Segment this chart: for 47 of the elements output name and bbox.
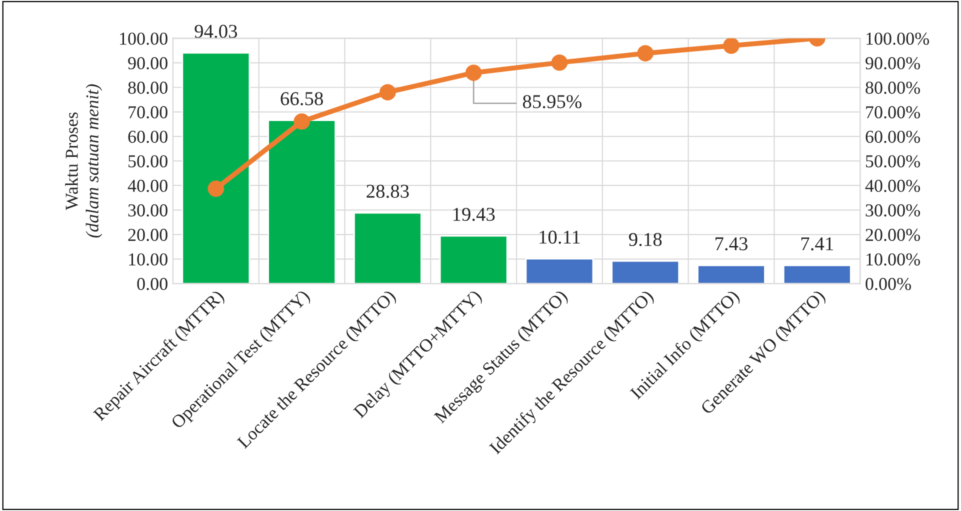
point xyxy=(294,113,310,130)
y2-tick-label: 60.00% xyxy=(866,130,920,143)
y-tick-label: 70.00 xyxy=(128,106,168,118)
y-tick-label: 80.00 xyxy=(128,82,168,94)
data-label: 19.43 xyxy=(453,208,495,221)
data-label: 7.41 xyxy=(801,237,833,250)
y2-tick-label: 30.00% xyxy=(866,204,920,217)
y2-tick-label: 20.00% xyxy=(866,228,920,242)
data-label: 94.03 xyxy=(194,24,238,38)
data-label: 7.43 xyxy=(716,237,748,250)
y-tick-label: 10.00 xyxy=(129,253,168,266)
data-label: 10.11 xyxy=(540,230,580,244)
bar xyxy=(525,258,594,284)
data-label: 28.83 xyxy=(366,184,409,198)
y-tick-label: 30.00 xyxy=(128,204,168,217)
data-label: 66.58 xyxy=(280,92,323,106)
y2-tick-label: 100.00% xyxy=(866,32,930,45)
point xyxy=(208,180,224,197)
y2-tick-label: 10.00% xyxy=(866,253,920,266)
bar xyxy=(697,264,766,284)
point xyxy=(637,45,654,62)
y2-tick-label: 80.00% xyxy=(866,82,920,94)
y2-tick-label: 90.00% xyxy=(866,57,920,70)
bar xyxy=(354,212,422,284)
y-tick-label: 20.00 xyxy=(128,228,168,242)
bar xyxy=(268,120,336,284)
bar xyxy=(782,264,852,284)
bar xyxy=(439,235,508,284)
y-tick-label: 0.00 xyxy=(137,278,168,290)
data-label: 9.18 xyxy=(628,232,662,246)
y-axis-title: Waktu Proses (dalam satuan menit) xyxy=(65,84,102,238)
y2-tick-label: 40.00% xyxy=(865,180,920,192)
bar xyxy=(611,260,680,284)
y-tick-label: 40.00 xyxy=(128,180,168,192)
data-label: 85.95% xyxy=(522,95,582,108)
y-tick-label: 60.00 xyxy=(128,130,168,143)
y-tick-label: 90.00 xyxy=(128,57,168,70)
y-tick-label: 100.00 xyxy=(120,32,168,45)
y2-tick-label: 70.00% xyxy=(866,106,920,118)
point xyxy=(723,38,740,54)
y2-tick-label: 50.00% xyxy=(866,155,920,168)
bar xyxy=(182,52,250,284)
point xyxy=(551,54,568,71)
y-tick-label: 50.00 xyxy=(128,155,168,168)
point xyxy=(380,84,396,100)
point xyxy=(465,64,482,81)
y2-tick-label: 0.00% xyxy=(866,278,911,290)
